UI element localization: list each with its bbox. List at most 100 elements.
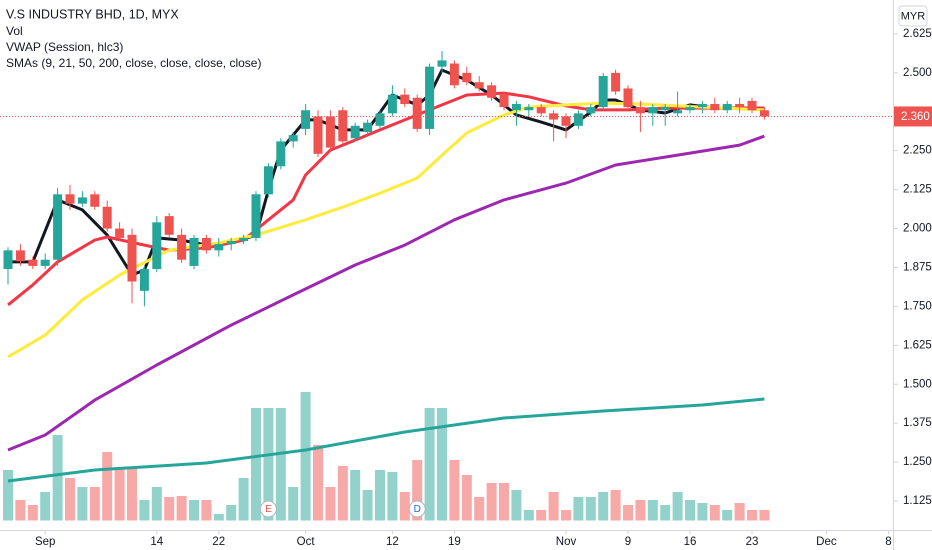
candle-body [635, 107, 645, 114]
volume-ma-line [7, 397, 765, 483]
candle-body [276, 141, 286, 167]
candle-body [536, 107, 546, 114]
volume-bar [523, 510, 534, 521]
volume-bar [474, 497, 485, 521]
indicator-label: SMAs (9, 21, 50, 200, close, close, clos… [6, 56, 261, 70]
volume-bar [387, 472, 398, 521]
y-tick-label: 1.875 [903, 262, 932, 274]
candle-body [201, 237, 211, 251]
volume-bar [139, 500, 150, 521]
candle-body [3, 250, 13, 270]
candle-body [164, 216, 174, 235]
x-tick-label: 14 [150, 536, 163, 548]
candle-body [53, 194, 63, 260]
event-label: E [265, 504, 272, 515]
volume-bar [660, 505, 671, 521]
volume-bar [362, 490, 373, 521]
candle-body [263, 166, 273, 195]
y-tick-label: 2.625 [903, 28, 932, 40]
volume-bar [709, 505, 720, 521]
x-tick-label: 19 [448, 536, 461, 548]
volume-bar [127, 468, 138, 521]
volume-bar [313, 445, 324, 521]
volume-bar [585, 497, 596, 521]
candle-body [214, 244, 224, 251]
candle-body [127, 234, 137, 282]
candle-body [735, 104, 745, 108]
volume-bar [759, 510, 770, 521]
volume-bar [226, 505, 237, 521]
candle-body [611, 72, 621, 92]
moving-average-line [7, 134, 765, 452]
volume-bar [77, 487, 88, 521]
candle-body [139, 269, 149, 291]
candle-body [177, 234, 187, 260]
volume-bar [164, 497, 175, 521]
y-tick-label: 1.625 [903, 339, 932, 351]
candle-body [15, 250, 25, 262]
candle-body [598, 75, 608, 108]
candle-body [487, 85, 497, 98]
candle-body [102, 206, 112, 229]
volume-bar [747, 510, 758, 521]
volume-bar [64, 478, 75, 521]
x-tick-label: 12 [386, 536, 399, 548]
volume-bar [89, 487, 100, 521]
y-tick-label: 2.000 [903, 223, 932, 235]
volume-bar [548, 492, 559, 521]
candle-body [301, 110, 311, 129]
candle-body [412, 97, 422, 129]
volume-bar [461, 475, 472, 521]
candle-body [189, 237, 199, 266]
y-tick-label: 1.125 [903, 495, 932, 507]
volume-bar [399, 492, 410, 521]
candle-body [239, 237, 249, 242]
x-tick-label: Oct [297, 536, 316, 548]
candle-body [226, 241, 236, 245]
candle-body [710, 104, 720, 111]
volume-bar [213, 514, 224, 521]
volume-bar [114, 468, 125, 521]
volume-bar [300, 392, 311, 521]
volume-bar [722, 510, 733, 521]
candle-body [722, 104, 732, 111]
y-tick-label: 1.500 [903, 378, 932, 390]
volume-bar [238, 478, 249, 521]
volume-bar [437, 408, 448, 521]
y-tick-label: 2.250 [903, 145, 932, 157]
x-tick-label: 9 [625, 536, 631, 548]
volume-bar [734, 503, 745, 521]
candle-body [425, 66, 435, 129]
candle-body [115, 228, 125, 238]
candle-body [437, 60, 447, 67]
volume-bar [685, 500, 696, 521]
volume-bar [275, 408, 286, 521]
candle-body [499, 94, 509, 108]
volume-bar [189, 500, 200, 521]
chart-title: V.S INDUSTRY BHD, 1D, MYX [6, 7, 179, 21]
candle-body [648, 107, 658, 114]
volume-bar [151, 487, 162, 521]
last-price-box [894, 106, 932, 127]
candle-body [561, 116, 571, 126]
y-tick-label: 1.375 [903, 417, 932, 429]
candle-body [549, 113, 559, 120]
event-marker [408, 500, 426, 518]
y-tick-label: 1.250 [903, 456, 932, 468]
candle-body [152, 222, 162, 270]
x-tick-label: Sep [35, 536, 55, 548]
indicator-label: Vol [6, 24, 23, 38]
x-tick-label: 22 [212, 536, 225, 548]
y-tick-label: 2.125 [903, 184, 932, 196]
event-marker [259, 500, 277, 518]
x-tick-label: Dec [816, 536, 837, 548]
candle-body [288, 135, 298, 142]
volume-bar [610, 490, 621, 521]
volume-bar [350, 470, 361, 521]
candle-body [586, 107, 596, 114]
currency-box[interactable] [898, 5, 928, 27]
volume-bar [40, 492, 51, 521]
volume-bar [635, 500, 646, 521]
